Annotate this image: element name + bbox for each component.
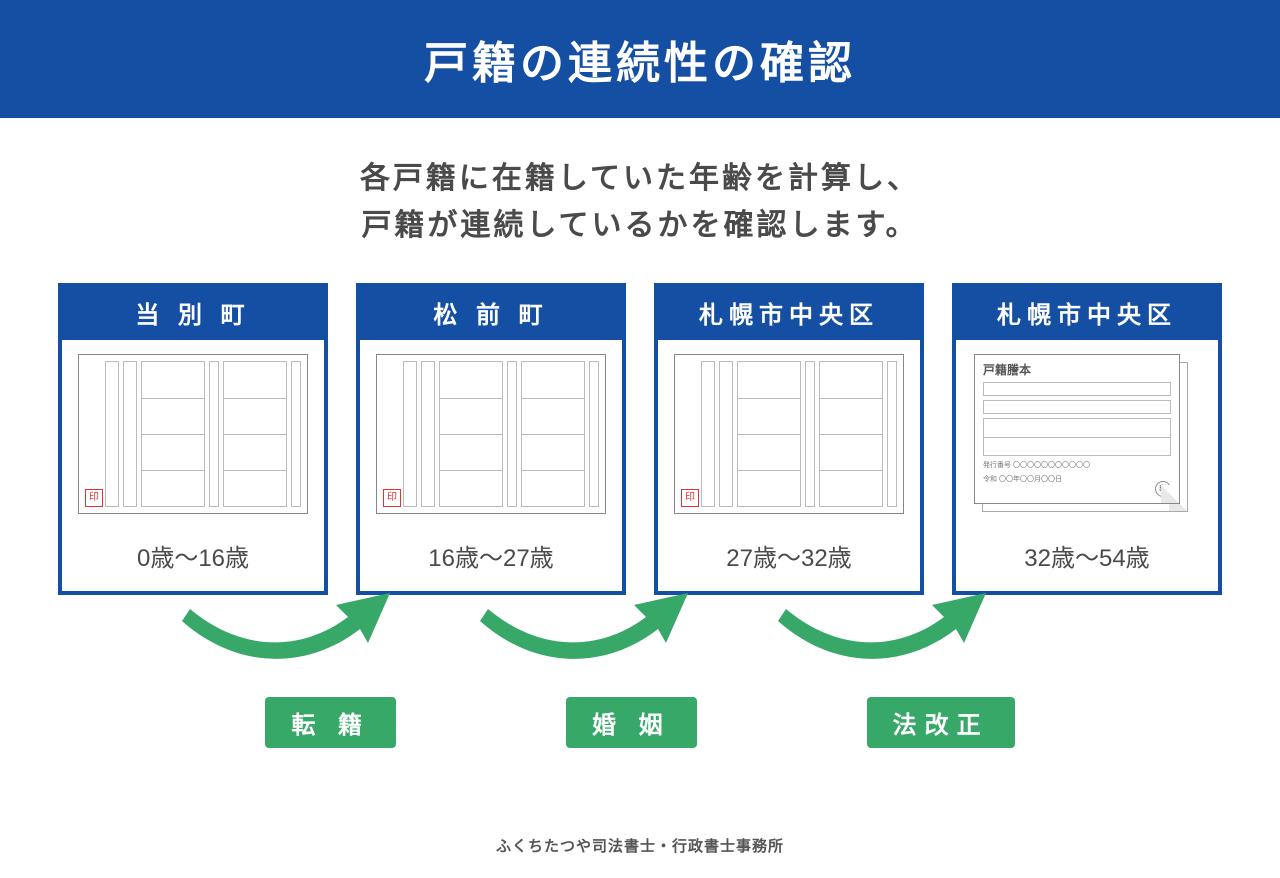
transitions-row: 転 籍 婚 姻 法改正 [0,601,1280,711]
page-title: 戸籍の連続性の確認 [424,27,856,91]
koseki-card: 松 前 町 印 16歳〜27歳 [356,283,626,595]
card-body: 印 [62,340,324,520]
koseki-card: 当 別 町 印 0歳〜16歳 [58,283,328,595]
card-body: 戸籍謄本 発行番号 〇〇〇〇〇〇〇〇〇〇〇 令和 〇〇年〇〇月〇〇日 印 [956,340,1218,520]
subhead-line-2: 戸籍が連続しているかを確認します。 [0,203,1280,250]
subhead-line-1: 各戸籍に在籍していた年齢を計算し、 [0,156,1280,203]
seal-icon: 印 [383,489,401,507]
cards-row: 当 別 町 印 0歳〜16歳 松 前 町 印 [0,283,1280,595]
card-body: 印 [658,340,920,520]
arrow-icon [776,587,986,677]
seal-icon: 印 [85,489,103,507]
transition-tag: 法改正 [867,697,1015,748]
cert-footer-2: 令和 〇〇年〇〇月〇〇日 [983,474,1171,484]
koseki-doc-icon: 印 [674,354,904,514]
transition-labels: 転 籍 婚 姻 法改正 [0,697,1280,748]
card-place: 松 前 町 [360,287,622,340]
subhead: 各戸籍に在籍していた年齢を計算し、 戸籍が連続しているかを確認します。 [0,118,1280,283]
footer-credit: ふくちたつや司法書士・行政書士事務所 [0,835,1280,856]
koseki-card: 札幌市中央区 印 27歳〜32歳 [654,283,924,595]
arrow-icon [478,587,688,677]
card-body: 印 [360,340,622,520]
koseki-doc-icon: 印 [78,354,308,514]
koseki-doc-icon: 印 [376,354,606,514]
transition-tag: 転 籍 [265,697,396,748]
cert-title: 戸籍謄本 [983,361,1171,378]
card-place: 当 別 町 [62,287,324,340]
card-place: 札幌市中央区 [956,287,1218,340]
card-age-range: 0歳〜16歳 [62,520,324,591]
card-age-range: 32歳〜54歳 [956,520,1218,591]
arrow-icon [180,587,390,677]
card-age-range: 27歳〜32歳 [658,520,920,591]
header-bar: 戸籍の連続性の確認 [0,0,1280,118]
seal-icon: 印 [681,489,699,507]
card-place: 札幌市中央区 [658,287,920,340]
card-age-range: 16歳〜27歳 [360,520,622,591]
koseki-card: 札幌市中央区 戸籍謄本 発行番号 〇〇〇〇〇〇〇〇〇〇〇 令和 〇〇年〇〇月〇〇… [952,283,1222,595]
koseki-cert-icon: 戸籍謄本 発行番号 〇〇〇〇〇〇〇〇〇〇〇 令和 〇〇年〇〇月〇〇日 印 [972,354,1202,514]
cert-footer-1: 発行番号 〇〇〇〇〇〇〇〇〇〇〇 [983,460,1171,470]
transition-tag: 婚 姻 [566,697,697,748]
